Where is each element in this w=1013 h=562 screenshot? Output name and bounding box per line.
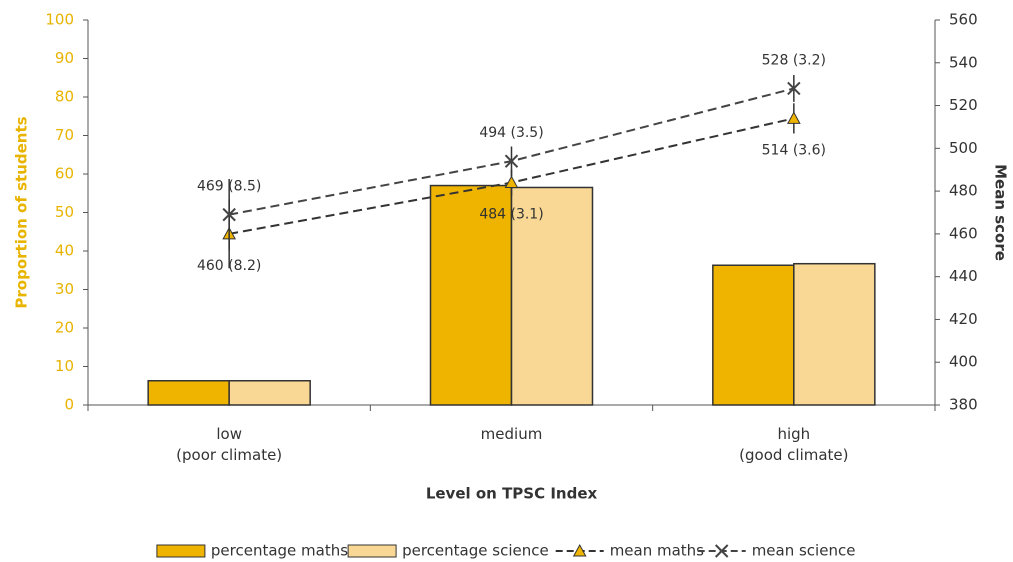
data-label: 460 (8.2): [197, 258, 261, 274]
data-label: 528 (3.2): [762, 52, 826, 68]
legend-item: mean science: [697, 542, 856, 560]
y-tick-label: 80: [55, 88, 74, 106]
y2-tick-label: 420: [949, 310, 978, 328]
legend-item: percentage maths: [156, 542, 348, 560]
y-tick-label: 90: [55, 49, 74, 67]
legend-swatch: [156, 544, 206, 558]
legend-label: percentage science: [402, 542, 549, 560]
y2-tick-label: 440: [949, 267, 978, 285]
y-tick-label: 60: [55, 165, 74, 183]
legend-swatch: [347, 544, 397, 558]
legend-item: percentage science: [347, 542, 549, 560]
legend-label: mean science: [752, 542, 856, 560]
bar: [147, 379, 230, 406]
bar: [228, 379, 311, 406]
y-tick-label: 0: [64, 396, 74, 414]
y2-tick-label: 400: [949, 353, 978, 371]
data-label: 514 (3.6): [762, 142, 826, 158]
y-tick-label: 40: [55, 242, 74, 260]
y2-tick-label: 460: [949, 224, 978, 242]
y-tick-label: 30: [55, 280, 74, 298]
y-tick-label: 20: [55, 319, 74, 337]
legend-marker: [572, 543, 587, 557]
legend-item: mean maths: [555, 542, 704, 560]
bar: [793, 262, 876, 406]
y-tick-label: 70: [55, 126, 74, 144]
y2-tick-label: 520: [949, 96, 978, 114]
legend-label: percentage maths: [211, 542, 348, 560]
data-label: 484 (3.1): [479, 207, 543, 223]
marker: [504, 175, 519, 189]
data-label: 469 (8.5): [197, 179, 261, 195]
marker: [222, 207, 236, 222]
legend-marker: [714, 544, 729, 558]
x-tick-label: low (poor climate): [176, 425, 283, 464]
bar: [510, 186, 594, 406]
bar: [429, 184, 513, 406]
y2-tick-label: 560: [949, 11, 978, 29]
y-axis-title: Proportion of students: [13, 116, 31, 308]
y2-tick-label: 500: [949, 139, 978, 157]
y-tick-label: 50: [55, 203, 74, 221]
y2-tick-label: 380: [949, 396, 978, 414]
bar: [712, 264, 795, 406]
x-tick-label: high (good climate): [739, 425, 849, 464]
x-tick-label: medium: [480, 425, 543, 443]
marker: [786, 111, 801, 124]
x-axis-title: Level on TPSC Index: [426, 485, 598, 503]
y2-tick-label: 540: [949, 53, 978, 71]
legend-label: mean maths: [610, 542, 704, 560]
y2-tick-label: 480: [949, 182, 978, 200]
marker: [787, 81, 801, 96]
y-tick-label: 10: [55, 357, 74, 375]
data-label: 494 (3.5): [479, 125, 543, 141]
y2-axis-title: Mean score: [992, 164, 1010, 261]
marker: [504, 154, 519, 168]
y-tick-label: 100: [45, 11, 74, 29]
